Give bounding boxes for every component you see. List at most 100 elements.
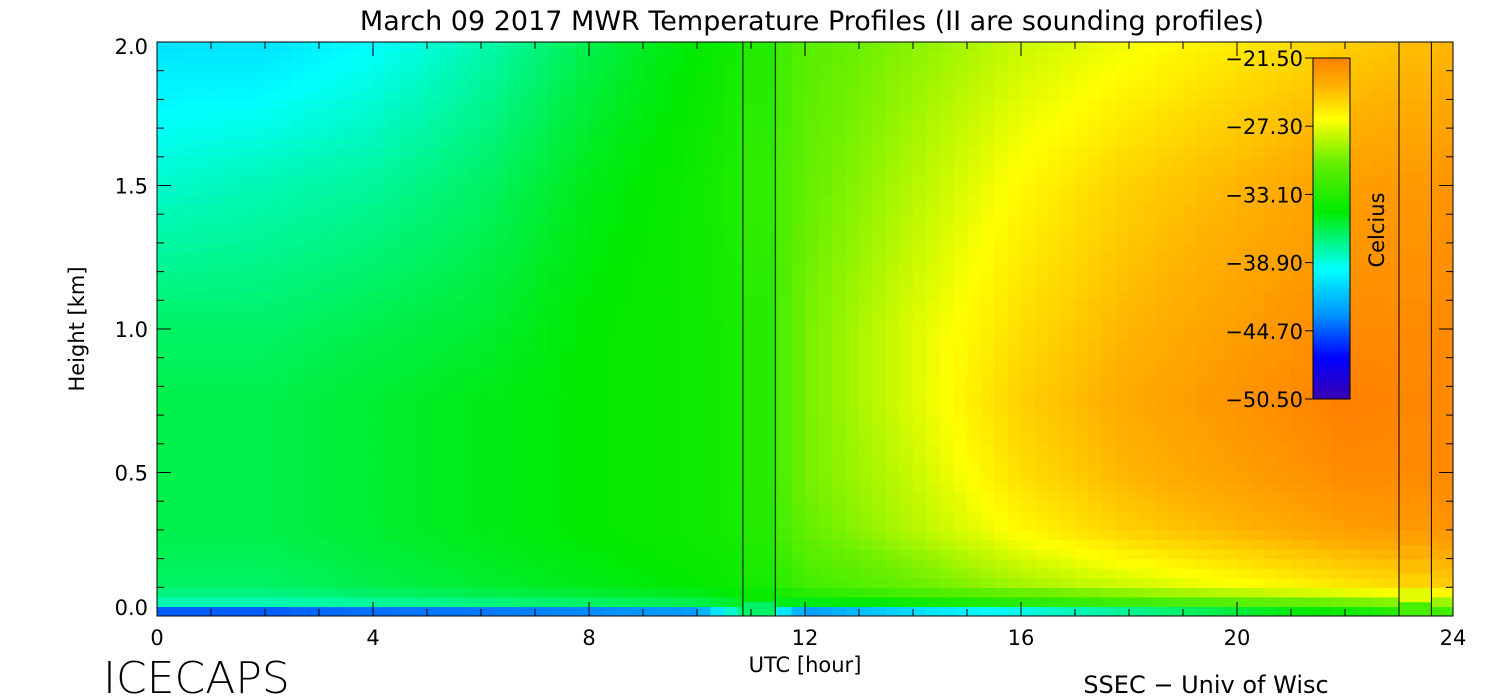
- heatmap-cell: [170, 128, 185, 139]
- heatmap-cell: [521, 214, 536, 225]
- heatmap-cell: [1183, 568, 1198, 579]
- heatmap-cell: [926, 329, 941, 340]
- heatmap-cell: [1250, 185, 1265, 196]
- heatmap-cell: [197, 482, 212, 493]
- heatmap-cell: [332, 309, 347, 321]
- heatmap-cell: [953, 156, 968, 167]
- heatmap-cell: [521, 596, 536, 608]
- heatmap-cell: [1291, 558, 1306, 569]
- heatmap-cell: [1304, 271, 1319, 282]
- heatmap-cell: [535, 242, 550, 254]
- heatmap-cell: [386, 329, 401, 340]
- heatmap-cell: [1129, 166, 1144, 177]
- heatmap-cell: [251, 395, 266, 407]
- heatmap-cell: [454, 596, 469, 608]
- heatmap-cell: [818, 568, 833, 579]
- heatmap-cell: [872, 195, 887, 206]
- heatmap-cell: [1075, 415, 1090, 426]
- heatmap-cell: [1088, 606, 1103, 616]
- heatmap-cell: [697, 462, 712, 474]
- heatmap-cell: [508, 453, 523, 464]
- heatmap-cell: [1075, 577, 1090, 588]
- heatmap-cell: [926, 262, 941, 273]
- heatmap-cell: [1102, 415, 1117, 426]
- heatmap-cell: [575, 606, 590, 616]
- heatmap-cell: [953, 271, 968, 282]
- heatmap-cell: [1345, 367, 1360, 378]
- heatmap-cell: [1129, 549, 1144, 560]
- heatmap-cell: [656, 395, 671, 407]
- heatmap-cell: [791, 319, 806, 330]
- heatmap-cell: [481, 529, 496, 541]
- heatmap-cell: [656, 137, 671, 148]
- heatmap-cell: [1426, 309, 1441, 321]
- heatmap-cell: [1237, 434, 1252, 445]
- heatmap-cell: [238, 166, 253, 177]
- heatmap-cell: [1210, 510, 1225, 521]
- heatmap-cell: [791, 577, 806, 588]
- heatmap-cell: [710, 309, 725, 321]
- heatmap-cell: [1250, 568, 1265, 579]
- heatmap-cell: [197, 520, 212, 531]
- heatmap-cell: [440, 195, 455, 206]
- heatmap-cell: [278, 376, 293, 387]
- heatmap-cell: [1142, 482, 1157, 493]
- heatmap-cell: [656, 118, 671, 129]
- heatmap-cell: [494, 118, 509, 129]
- heatmap-cell: [1304, 472, 1319, 483]
- heatmap-cell: [1439, 434, 1453, 445]
- heatmap-cell: [292, 348, 307, 359]
- heatmap-cell: [616, 319, 631, 330]
- heatmap-cell: [157, 137, 172, 148]
- heatmap-cell: [724, 156, 739, 167]
- heatmap-cell: [319, 348, 334, 359]
- heatmap-cell: [184, 472, 199, 483]
- heatmap-cell: [926, 510, 941, 521]
- heatmap-cell: [1426, 462, 1441, 474]
- heatmap-cell: [616, 128, 631, 139]
- heatmap-cell: [467, 520, 482, 531]
- heatmap-cell: [386, 529, 401, 541]
- heatmap-cell: [440, 290, 455, 301]
- heatmap-cell: [386, 319, 401, 330]
- heatmap-cell: [467, 185, 482, 196]
- heatmap-cell: [602, 405, 617, 416]
- heatmap-cell: [845, 510, 860, 521]
- heatmap-cell: [602, 128, 617, 139]
- heatmap-cell: [305, 395, 320, 407]
- heatmap-cell: [643, 491, 658, 502]
- heatmap-cell: [1021, 348, 1036, 359]
- heatmap-cell: [818, 137, 833, 148]
- heatmap-cell: [562, 453, 577, 464]
- heatmap-cell: [508, 242, 523, 254]
- heatmap-cell: [980, 424, 995, 435]
- heatmap-cell: [265, 204, 280, 215]
- heatmap-cell: [980, 185, 995, 196]
- heatmap-cell: [1426, 491, 1441, 502]
- heatmap-cell: [427, 242, 442, 254]
- heatmap-cell: [967, 338, 982, 349]
- heatmap-cell: [953, 501, 968, 512]
- heatmap-cell: [926, 290, 941, 301]
- heatmap-cell: [238, 376, 253, 387]
- heatmap-cell: [629, 262, 644, 273]
- heatmap-cell: [251, 223, 266, 234]
- heatmap-cell: [899, 415, 914, 426]
- heatmap-cell: [427, 568, 442, 579]
- heatmap-cell: [1304, 482, 1319, 493]
- heatmap-cell: [238, 262, 253, 273]
- heatmap-cell: [278, 242, 293, 254]
- heatmap-cell: [1264, 300, 1279, 311]
- heatmap-cell: [1223, 539, 1238, 550]
- heatmap-cell: [373, 175, 388, 187]
- heatmap-cell: [926, 281, 941, 292]
- heatmap-cell: [913, 223, 928, 234]
- heatmap-cell: [994, 185, 1009, 196]
- heatmap-cell: [859, 300, 874, 311]
- heatmap-cell: [386, 520, 401, 531]
- heatmap-cell: [1250, 319, 1265, 330]
- heatmap-cell: [1439, 329, 1453, 340]
- heatmap-cell: [1007, 472, 1022, 483]
- heatmap-cell: [805, 529, 820, 541]
- heatmap-cell: [548, 558, 563, 569]
